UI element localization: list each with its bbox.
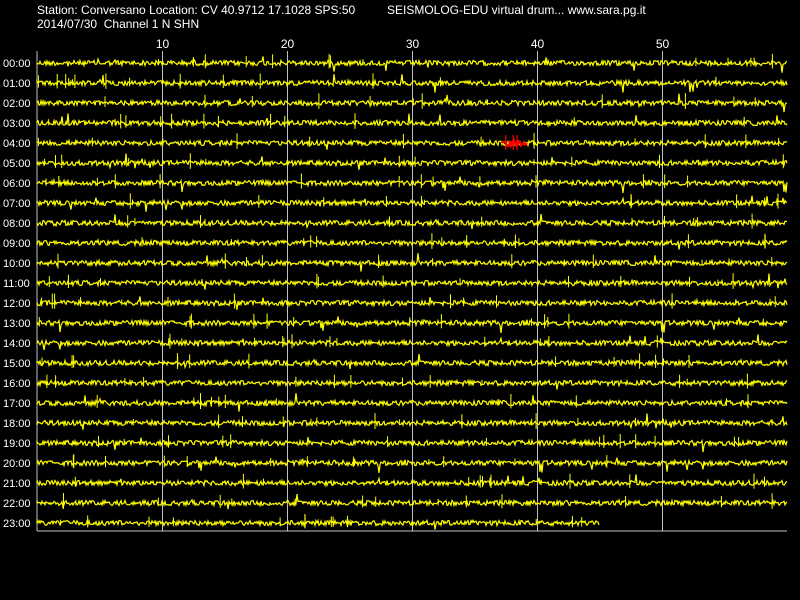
row-label: 09:00 — [3, 238, 31, 250]
row-label: 21:00 — [3, 478, 31, 490]
trace-row — [36, 494, 788, 510]
row-label: 12:00 — [3, 298, 31, 310]
x-tick-label: 50 — [656, 37, 670, 51]
row-label: 04:00 — [3, 138, 31, 150]
row-label: 18:00 — [3, 418, 31, 430]
x-tick-label: 20 — [281, 37, 295, 51]
row-label: 05:00 — [3, 158, 31, 170]
row-label: 20:00 — [3, 458, 31, 470]
row-label: 01:00 — [3, 78, 31, 90]
trace-row — [36, 138, 788, 150]
trace-row — [36, 93, 788, 113]
trace-row — [36, 153, 788, 170]
trace-row — [36, 413, 788, 430]
row-label: 10:00 — [3, 258, 31, 270]
row-label: 16:00 — [3, 378, 31, 390]
row-label: 19:00 — [3, 438, 31, 450]
trace-row — [36, 316, 788, 333]
trace-row — [36, 518, 600, 530]
trace-row — [36, 354, 788, 370]
trace-row — [36, 474, 788, 488]
row-label: 07:00 — [3, 198, 31, 210]
trace-row — [36, 195, 788, 212]
station-info: Station: Conversano Location: CV 40.9712… — [37, 3, 356, 17]
trace-row — [36, 456, 788, 473]
row-label: 17:00 — [3, 398, 31, 410]
trace-row — [36, 334, 788, 351]
trace-row — [36, 378, 788, 390]
trace-row — [36, 74, 788, 93]
trace-row — [36, 273, 788, 290]
row-label: 13:00 — [3, 318, 31, 330]
x-tick-label: 10 — [156, 37, 170, 51]
row-label: 22:00 — [3, 498, 31, 510]
trace-row — [36, 238, 788, 250]
site-info: SEISMOLOG-EDU virtual drum... www.sara.p… — [387, 3, 646, 17]
trace-row — [36, 296, 788, 310]
trace-row — [36, 253, 788, 272]
trace-row — [36, 393, 788, 412]
row-label: 06:00 — [3, 178, 31, 190]
row-label: 15:00 — [3, 358, 31, 370]
row-label: 14:00 — [3, 338, 31, 350]
x-tick-label: 40 — [531, 37, 545, 51]
row-label: 08:00 — [3, 218, 31, 230]
trace-row — [36, 214, 788, 230]
row-label: 23:00 — [3, 518, 31, 530]
date-channel-info: 2014/07/30 Channel 1 N SHN — [37, 17, 200, 31]
row-label: 11:00 — [3, 278, 30, 290]
row-label: 02:00 — [3, 98, 31, 110]
trace-row — [36, 437, 788, 453]
row-label: 00:00 — [3, 58, 31, 70]
trace-row — [36, 56, 788, 73]
row-label: 03:00 — [3, 118, 31, 130]
trace-row — [36, 176, 788, 193]
x-tick-label: 30 — [406, 37, 420, 51]
